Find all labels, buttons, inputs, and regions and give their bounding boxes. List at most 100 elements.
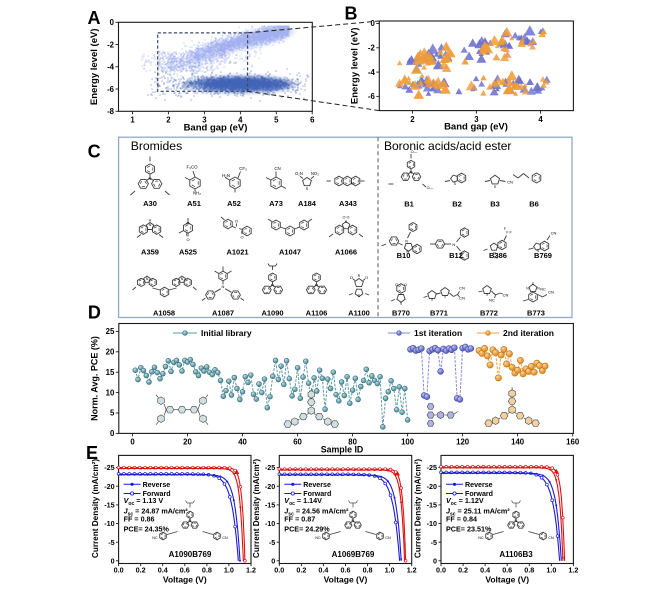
svg-text:B1: B1 [404, 200, 414, 209]
svg-text:R₂: R₂ [494, 256, 498, 260]
svg-text:A1090B769: A1090B769 [169, 550, 212, 559]
svg-text:Sample ID: Sample ID [321, 445, 364, 455]
svg-text:Norm. Avg. PCE (%): Norm. Avg. PCE (%) [90, 336, 100, 421]
svg-text:-4: -4 [107, 63, 115, 72]
svg-text:A52: A52 [227, 199, 241, 208]
svg-text:B: B [345, 4, 358, 24]
svg-text:0.0: 0.0 [436, 565, 446, 574]
svg-text:A1047: A1047 [279, 248, 301, 257]
svg-text:CN: CN [548, 290, 554, 295]
svg-text:3: 3 [202, 116, 207, 125]
svg-text:A: A [88, 8, 101, 28]
svg-text:C: C [88, 141, 101, 161]
svg-text:B2: B2 [452, 200, 462, 209]
svg-text:Forward: Forward [465, 490, 493, 498]
svg-text:N: N [222, 284, 225, 289]
svg-text:B773: B773 [527, 309, 545, 318]
svg-text:-8: -8 [107, 107, 115, 116]
svg-text:S: S [537, 249, 540, 253]
svg-text:NC: NC [478, 536, 484, 540]
svg-text:CN: CN [274, 166, 280, 171]
svg-text:1: 1 [130, 116, 135, 125]
svg-text:1.2: 1.2 [568, 565, 578, 574]
svg-text:Energy level (eV): Energy level (eV) [89, 29, 100, 106]
svg-text:O: O [365, 275, 368, 280]
svg-text:A1090: A1090 [261, 309, 283, 318]
svg-text:S: S [454, 182, 457, 186]
svg-text:FF = 0.87: FF = 0.87 [284, 515, 315, 524]
svg-text:-2: -2 [368, 44, 376, 53]
svg-text:N: N [405, 240, 408, 244]
svg-text:S: S [532, 282, 535, 286]
svg-text:0.0: 0.0 [114, 565, 124, 574]
svg-text:CN: CN [551, 231, 557, 236]
svg-text:CN: CN [459, 296, 465, 301]
svg-text:S: S [444, 295, 447, 299]
svg-text:CN: CN [507, 180, 513, 185]
svg-text:S: S [400, 302, 403, 306]
svg-text:Bromides: Bromides [131, 139, 182, 153]
svg-text:0: 0 [271, 556, 275, 565]
svg-text:Energy level (eV): Energy level (eV) [350, 28, 361, 105]
svg-text:PCE= 24.29%: PCE= 24.29% [284, 525, 330, 534]
svg-text:-25: -25 [104, 463, 114, 472]
svg-text:0.2: 0.2 [458, 565, 468, 574]
svg-text:N: N [526, 287, 529, 291]
svg-text:-15: -15 [265, 500, 275, 509]
svg-text:160: 160 [566, 437, 580, 446]
svg-text:S: S [358, 294, 361, 298]
svg-text:2: 2 [410, 115, 415, 124]
svg-text:Voltage (V): Voltage (V) [324, 575, 368, 585]
svg-text:S: S [345, 220, 348, 224]
svg-text:-5: -5 [269, 538, 275, 547]
svg-text:60: 60 [293, 437, 302, 446]
svg-text:-4: -4 [368, 68, 376, 77]
svg-text:-20: -20 [427, 482, 437, 491]
svg-text:H₂N: H₂N [222, 173, 230, 178]
svg-text:CF₃: CF₃ [239, 166, 247, 171]
svg-text:B771: B771 [430, 309, 448, 318]
svg-text:A1058: A1058 [153, 309, 175, 318]
svg-text:Boronic acids/acid ester: Boronic acids/acid ester [384, 139, 511, 153]
svg-text:B12: B12 [449, 251, 463, 260]
svg-text:F: F [504, 227, 507, 231]
svg-text:O: O [395, 283, 398, 287]
svg-text:3: 3 [474, 115, 479, 124]
svg-text:-5: -5 [431, 538, 437, 547]
svg-text:0.6: 0.6 [341, 565, 351, 574]
svg-text:Initial library: Initial library [201, 328, 252, 338]
svg-text:R: R [358, 274, 361, 278]
svg-text:S: S [494, 185, 497, 189]
svg-text:10: 10 [106, 388, 115, 397]
svg-text:0.6: 0.6 [502, 565, 512, 574]
svg-text:Band gap (eV): Band gap (eV) [184, 123, 248, 134]
svg-text:B6: B6 [529, 200, 539, 209]
svg-text:120: 120 [456, 437, 470, 446]
svg-text:Voltage (V): Voltage (V) [485, 575, 529, 585]
svg-text:FF = 0.86: FF = 0.86 [124, 515, 155, 524]
svg-text:5: 5 [110, 409, 115, 418]
svg-text:-15: -15 [427, 500, 437, 509]
svg-text:A30: A30 [143, 199, 157, 208]
svg-text:N: N [271, 283, 274, 288]
svg-text:O: O [235, 219, 238, 224]
svg-text:0.4: 0.4 [318, 565, 328, 574]
svg-text:A1066: A1066 [335, 248, 357, 257]
svg-text:2: 2 [166, 116, 171, 125]
svg-text:O₂N: O₂N [295, 171, 303, 176]
svg-text:15: 15 [106, 368, 115, 377]
svg-text:N: N [146, 277, 149, 281]
svg-text:N: N [493, 252, 496, 256]
svg-text:Current Density (mA/cm²): Current Density (mA/cm²) [414, 459, 423, 558]
svg-text:Jsc = 24.87 mA/cm²: Jsc = 24.87 mA/cm² [124, 507, 189, 518]
svg-text:PCE= 24.35%: PCE= 24.35% [124, 525, 170, 534]
svg-text:-5: -5 [108, 538, 114, 547]
svg-text:Reverse: Reverse [303, 481, 331, 489]
svg-text:B770: B770 [392, 309, 410, 318]
svg-text:0.8: 0.8 [524, 565, 534, 574]
svg-text:0: 0 [370, 19, 375, 28]
svg-text:-15: -15 [104, 500, 114, 509]
svg-text:Jsc = 24.56 mA/cm²: Jsc = 24.56 mA/cm² [284, 507, 349, 518]
svg-text:O: O [404, 283, 407, 287]
svg-text:N: N [537, 287, 540, 291]
